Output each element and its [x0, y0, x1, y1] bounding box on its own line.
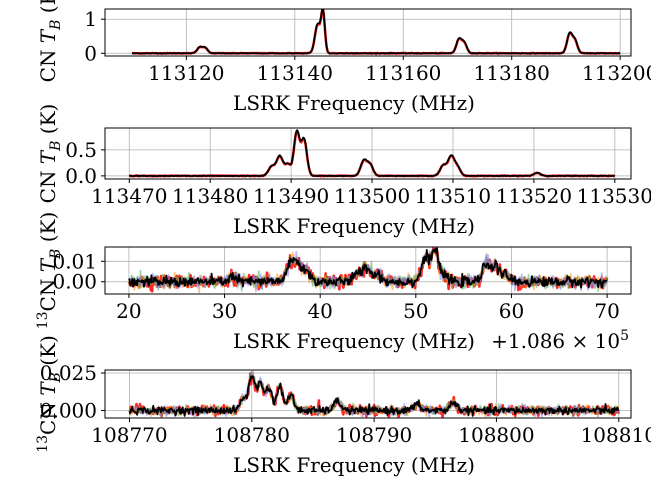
subplot-1: 113120 113140 113160 113180 113200 0 1 LSRK Fre… [36, 0, 651, 115]
x-tick-label: 108780 [214, 423, 290, 447]
x-tick-label: 113160 [365, 61, 441, 85]
x-tick-label: 30 [212, 299, 237, 323]
x-tick-label: 113470 [91, 184, 167, 208]
y-tick-label: 0.000 [40, 399, 97, 423]
x-axis-label: LSRK Frequency (MHz) [233, 453, 475, 477]
x-tick-label: 108800 [458, 423, 534, 447]
x-tick-label: 113200 [582, 61, 651, 85]
series-line-2 [128, 129, 616, 178]
series-line-2 [131, 9, 621, 55]
x-tick-label: 113180 [474, 61, 550, 85]
y-axis-label: CN TB (K) [36, 0, 64, 82]
x-tick-label: 113480 [172, 184, 248, 208]
y-tick-label: 0.025 [40, 361, 97, 385]
y-tick-label: 0.01 [52, 249, 97, 273]
x-tick-label: 113500 [334, 184, 410, 208]
x-axis-label: LSRK Frequency (MHz) [233, 329, 475, 353]
x-tick-label: 113530 [577, 184, 651, 208]
spectra [128, 370, 621, 418]
axes-frame [104, 369, 632, 419]
y-axis-label: 13CN TB (K) [35, 335, 64, 453]
y-tick-label: 0.00 [52, 270, 97, 294]
x-tick-label: 40 [307, 299, 332, 323]
x-offset-label: +1.086 × 105 [491, 328, 629, 353]
series-line-5 [128, 247, 608, 289]
x-tick-label: 70 [594, 299, 619, 323]
x-tick-label: 113510 [415, 184, 491, 208]
x-tick-label: 108770 [91, 423, 167, 447]
x-tick-label: 108810 [581, 423, 651, 447]
series-line-5 [128, 375, 620, 417]
x-tick-label: 113120 [148, 61, 224, 85]
y-tick-label: 1 [84, 7, 97, 31]
x-tick-label: 20 [116, 299, 141, 323]
axes-frame [104, 8, 632, 57]
x-axis-label: LSRK Frequency (MHz) [233, 214, 475, 238]
spectra [128, 129, 616, 178]
x-tick-label: 108790 [336, 423, 412, 447]
subplot-4: 108770 108780 108790 108800 108810 0.000 0.025… [35, 335, 651, 477]
y-axis-label: CN TB (K) [36, 104, 64, 204]
x-tick-label: 113490 [253, 184, 329, 208]
x-tick-label: 113520 [496, 184, 572, 208]
y-tick-label: 0.5 [65, 138, 97, 162]
spectra [131, 9, 621, 56]
subplot-2: 113470 113480 113490 113500 113510 113520 1135… [36, 104, 651, 238]
y-tick-label: 0 [84, 41, 97, 65]
y-tick-label: 0.0 [65, 164, 97, 188]
subplot-3: 20 30 40 50 60 70 0.000.01 LSRK Frequency (MHz)… [35, 212, 632, 353]
y-axis-label: 13CN TB (K) [35, 212, 64, 330]
spectra [127, 247, 609, 294]
axes-frame [104, 246, 632, 295]
x-axis-label: LSRK Frequency (MHz) [233, 91, 475, 115]
x-tick-label: 113140 [257, 61, 333, 85]
x-tick-label: 50 [403, 299, 428, 323]
axes-frame [104, 127, 632, 180]
x-tick-label: 60 [499, 299, 524, 323]
